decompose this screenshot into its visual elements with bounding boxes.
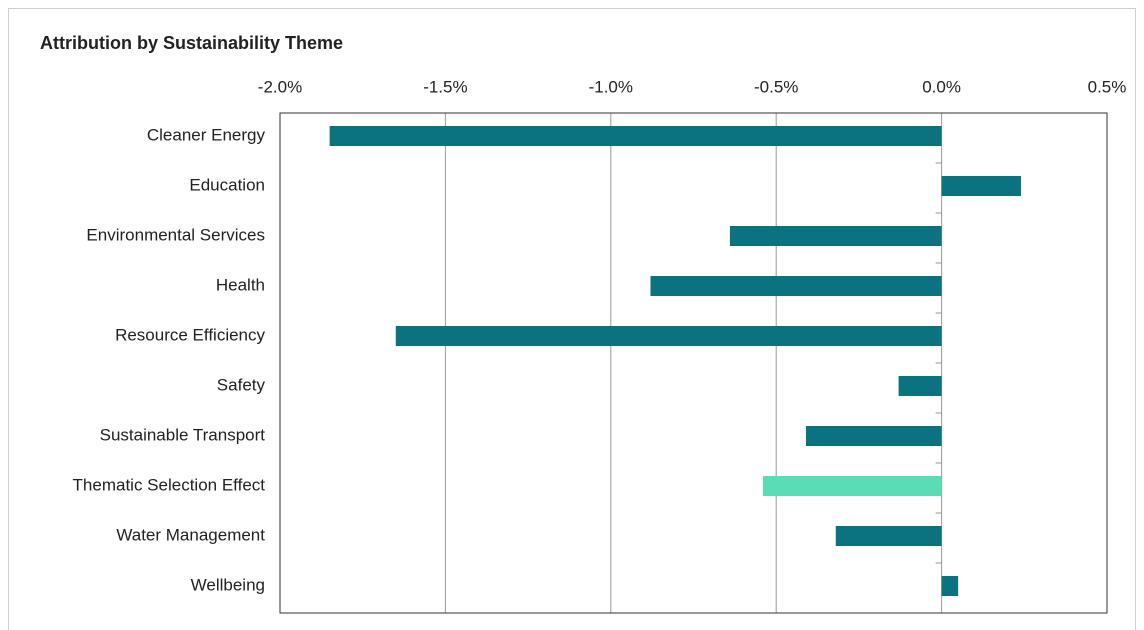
- y-tick-label: Health: [216, 275, 265, 294]
- y-tick-label: Wellbeing: [191, 575, 265, 594]
- x-tick-label: 0.5%: [1088, 77, 1127, 96]
- bar: [898, 376, 942, 396]
- bar: [805, 426, 942, 446]
- bar: [650, 276, 942, 296]
- chart-title: Attribution by Sustainability Theme: [40, 33, 343, 53]
- plot-border: [279, 112, 1108, 614]
- y-tick-label: Sustainable Transport: [100, 425, 266, 444]
- y-tick-label: Education: [189, 175, 265, 194]
- y-tick-label: Resource Efficiency: [115, 325, 265, 344]
- y-tick-label: Environmental Services: [86, 225, 265, 244]
- x-tick-label: -1.5%: [423, 77, 467, 96]
- bar: [941, 576, 959, 596]
- chart-frame: [8, 8, 1136, 630]
- x-tick-label: -0.5%: [754, 77, 798, 96]
- bar: [762, 476, 942, 496]
- bar: [941, 176, 1021, 196]
- x-tick-label: -2.0%: [258, 77, 302, 96]
- y-tick-label: Safety: [217, 375, 266, 394]
- x-tick-label: 0.0%: [922, 77, 961, 96]
- bar: [729, 226, 942, 246]
- y-tick-label: Water Management: [116, 525, 265, 544]
- bar: [395, 326, 942, 346]
- bar: [835, 526, 942, 546]
- bar: [329, 126, 942, 146]
- y-tick-label: Thematic Selection Effect: [73, 475, 266, 494]
- x-tick-label: -1.0%: [589, 77, 633, 96]
- y-tick-label: Cleaner Energy: [147, 125, 266, 144]
